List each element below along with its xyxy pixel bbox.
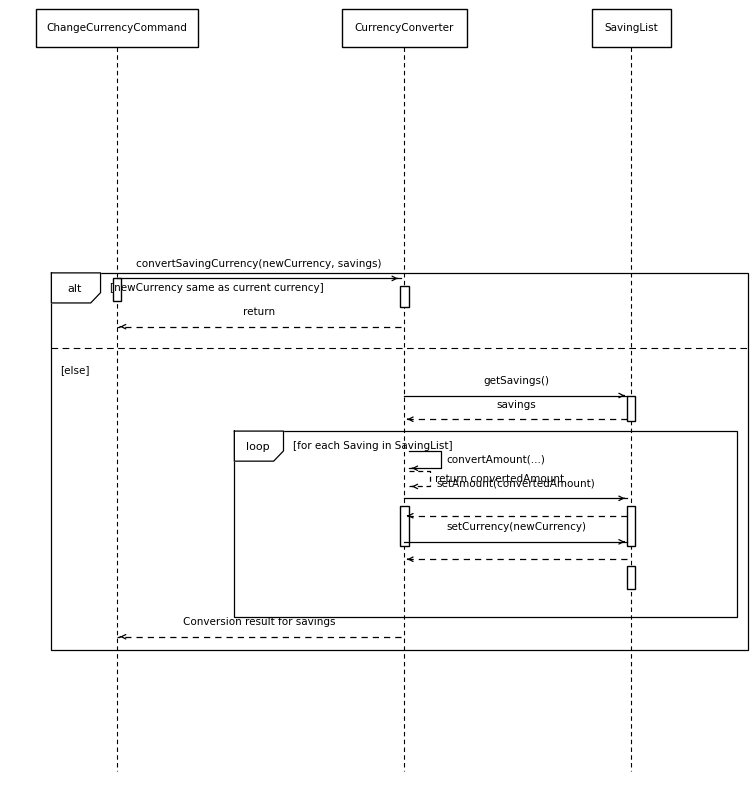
Bar — [627, 566, 635, 589]
Bar — [113, 278, 121, 301]
Text: convertSavingCurrency(newCurrency, savings): convertSavingCurrency(newCurrency, savin… — [136, 259, 382, 269]
Text: CurrencyConverter: CurrencyConverter — [355, 24, 454, 33]
Text: setAmount(convertedAmount): setAmount(convertedAmount) — [437, 479, 595, 489]
Bar — [234, 431, 737, 617]
Text: getSavings(): getSavings() — [483, 376, 549, 386]
Text: ChangeCurrencyCommand: ChangeCurrencyCommand — [47, 24, 187, 33]
Text: savings: savings — [496, 399, 536, 410]
Text: SavingList: SavingList — [604, 24, 658, 33]
Text: alt: alt — [68, 283, 82, 293]
Text: return convertedAmount: return convertedAmount — [435, 474, 565, 483]
Text: convertAmount(...): convertAmount(...) — [446, 455, 545, 464]
Bar — [627, 506, 635, 546]
Text: Conversion result for savings: Conversion result for savings — [183, 617, 335, 627]
Text: setCurrency(newCurrency): setCurrency(newCurrency) — [446, 522, 586, 532]
Polygon shape — [234, 431, 284, 461]
Bar — [51, 273, 748, 650]
Bar — [401, 286, 409, 307]
Text: [else]: [else] — [60, 365, 90, 376]
Text: return: return — [243, 307, 275, 317]
Bar — [401, 506, 409, 546]
Bar — [36, 9, 198, 47]
Polygon shape — [51, 273, 101, 303]
Bar — [627, 396, 635, 421]
Bar — [591, 9, 671, 47]
Text: [for each Saving in SavingList]: [for each Saving in SavingList] — [293, 441, 452, 451]
Text: [newCurrency same as current currency]: [newCurrency same as current currency] — [110, 283, 324, 293]
Text: loop: loop — [246, 441, 270, 452]
Bar — [342, 9, 467, 47]
